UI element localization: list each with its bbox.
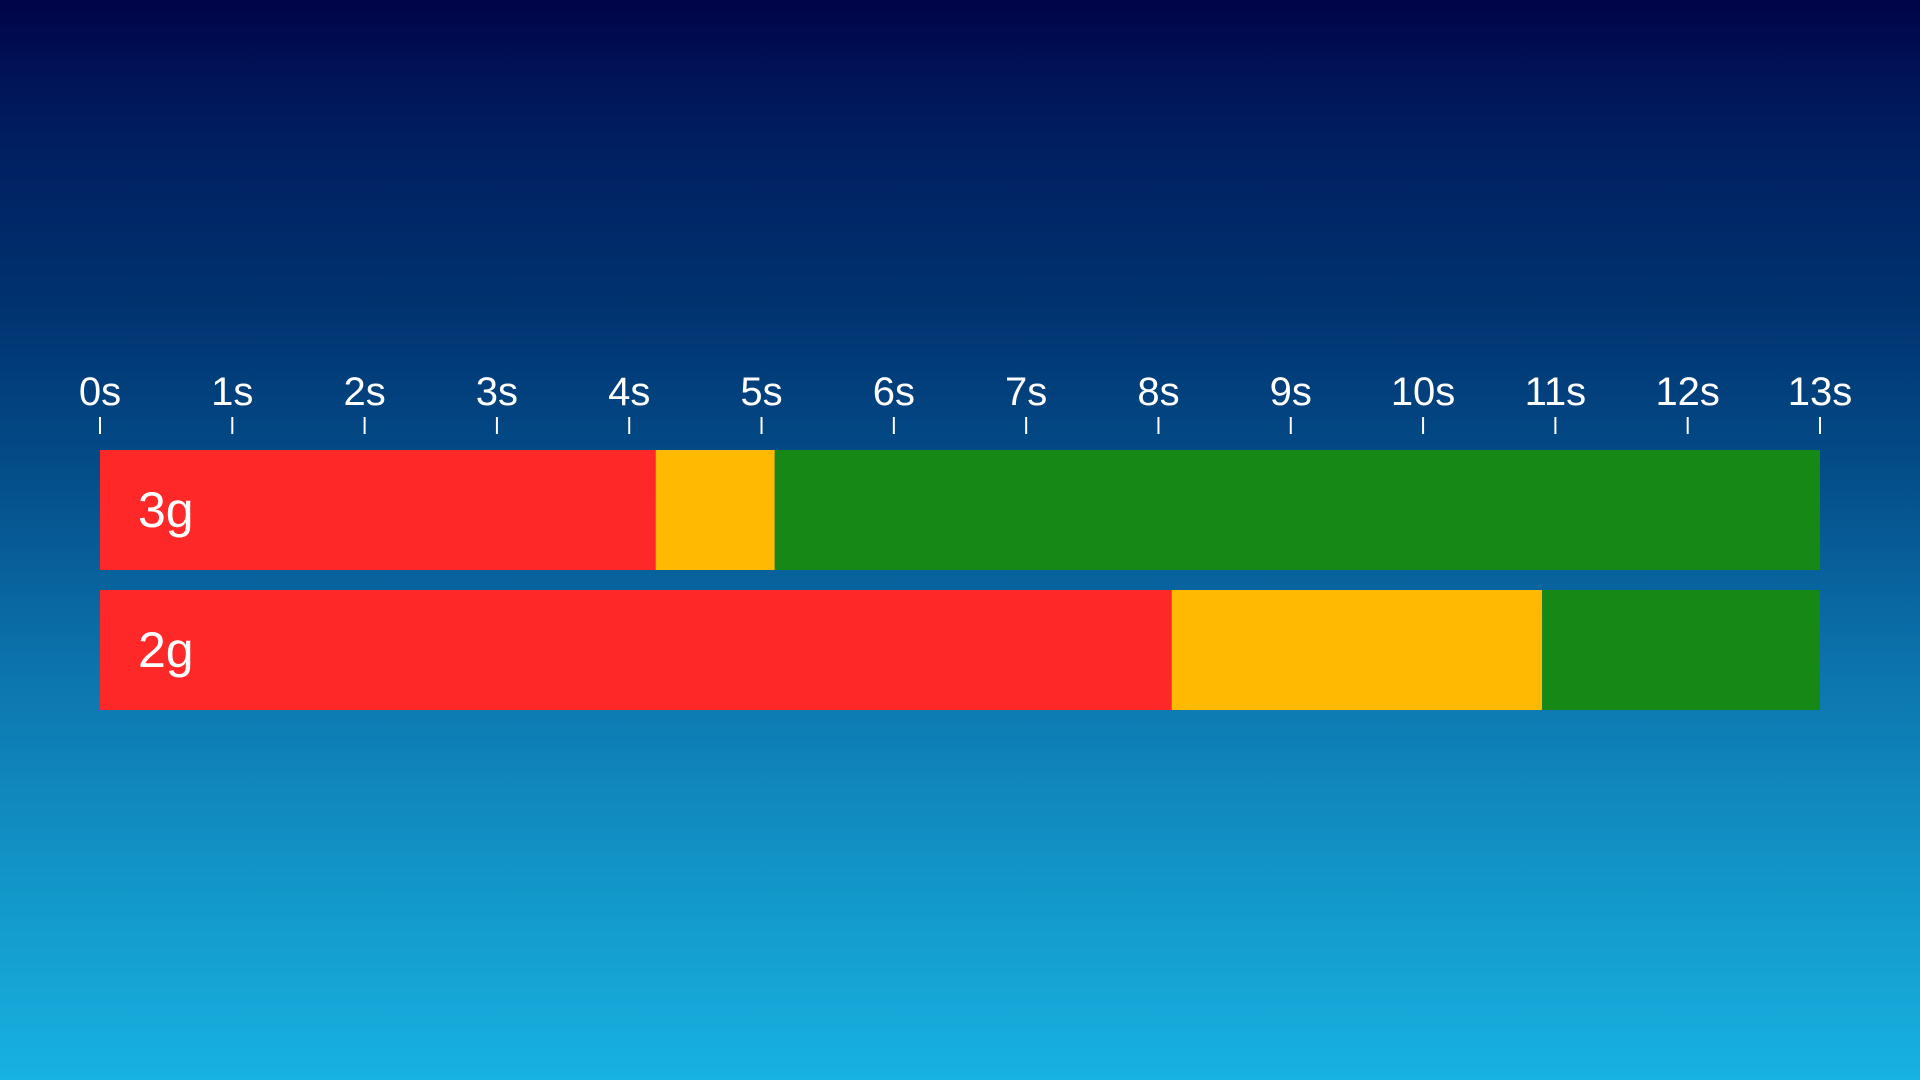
tick-label: 11s <box>1525 370 1587 414</box>
time-axis: 0s 1s 2s 3s 4s 5s 6s 7s 8s 9s 10s 11s 12s 13s <box>79 370 1852 434</box>
bar-segment <box>774 450 1820 570</box>
tick-label: 4s <box>608 370 650 414</box>
tick-label: 6s <box>873 370 915 414</box>
tick-label: 9s <box>1270 370 1312 414</box>
tick-label: 1s <box>211 370 253 414</box>
bar-segment <box>1542 590 1820 710</box>
bar-segment <box>655 450 775 570</box>
bar-segment <box>100 450 656 570</box>
tick-label: 0s <box>79 370 121 414</box>
bar-segment <box>100 590 1172 710</box>
row-labels: 3g 2g <box>138 482 194 678</box>
tick-label: 10s <box>1391 370 1456 414</box>
bar-segment <box>1171 590 1543 710</box>
tick-label: 8s <box>1137 370 1179 414</box>
tick-label: 7s <box>1005 370 1047 414</box>
tick-label: 5s <box>740 370 782 414</box>
bars <box>100 450 1820 710</box>
tick-label: 2s <box>343 370 385 414</box>
tick-label: 13s <box>1788 370 1853 414</box>
tick-label: 12s <box>1655 370 1720 414</box>
row-label: 2g <box>138 622 194 678</box>
row-label: 3g <box>138 482 194 538</box>
tick-label: 3s <box>476 370 518 414</box>
